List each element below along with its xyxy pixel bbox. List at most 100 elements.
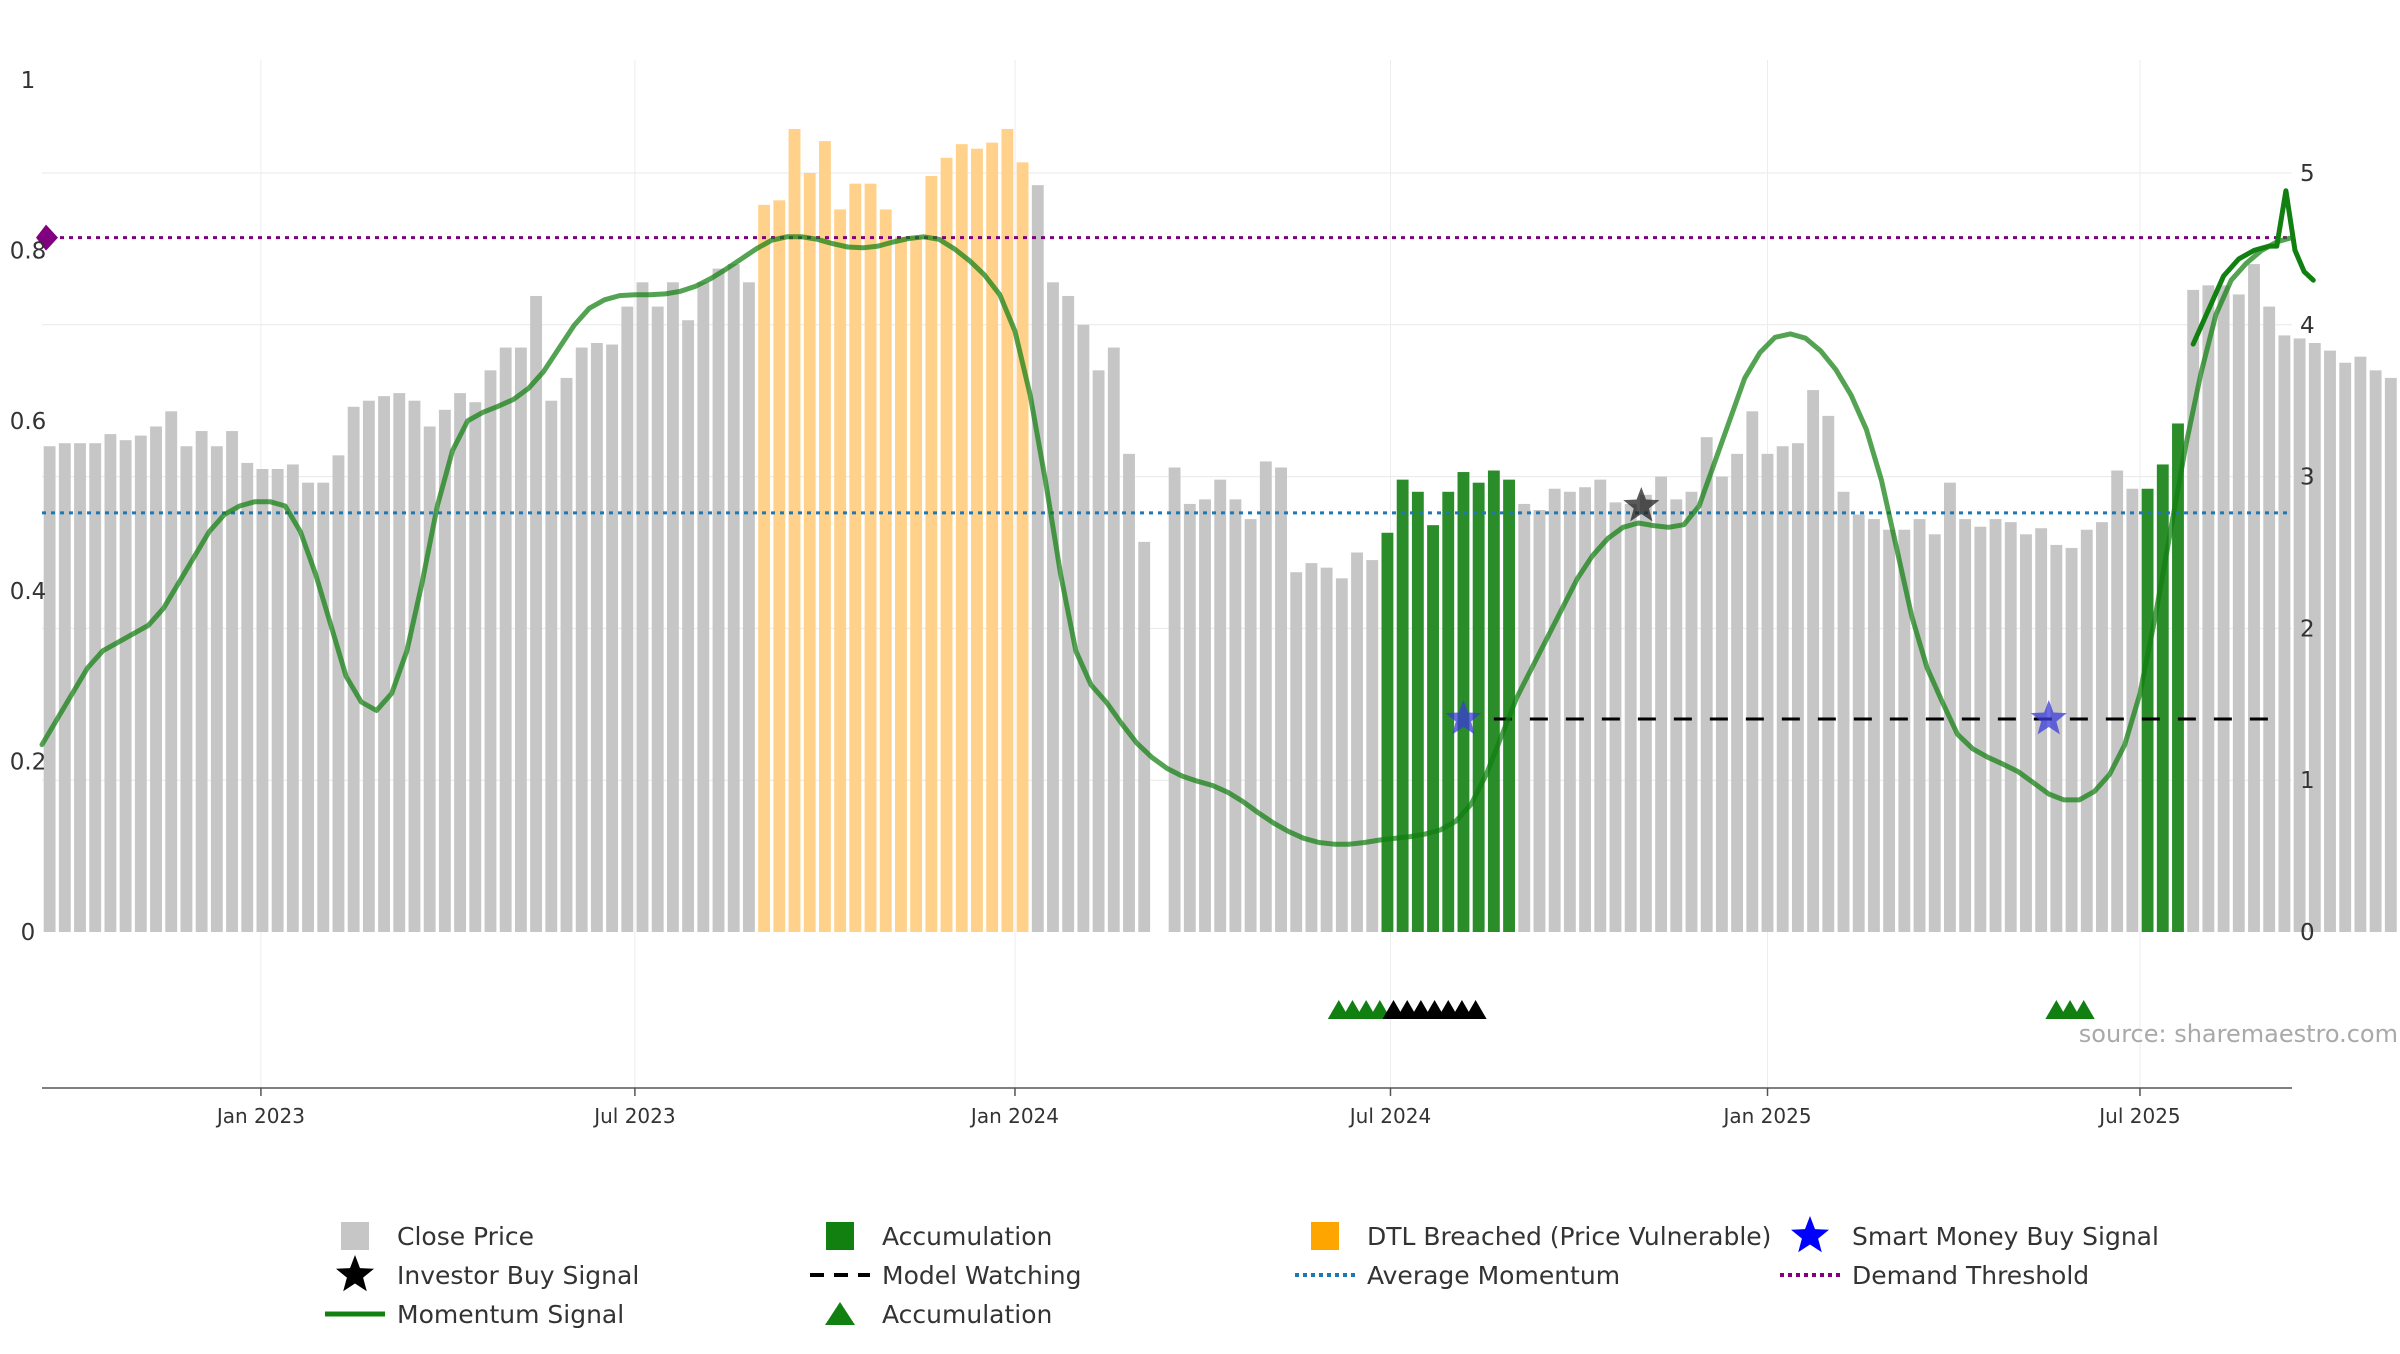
close-price-bar xyxy=(575,347,588,932)
close-price-bar xyxy=(1594,479,1607,932)
close-price-bar xyxy=(2278,335,2291,932)
close-price-bar xyxy=(1609,502,1622,932)
left-axis-tick-label: 0.4 xyxy=(10,579,47,605)
legend-label: Accumulation xyxy=(882,1300,1052,1329)
legend-item: Accumulation xyxy=(825,1300,1052,1329)
x-axis-tick-label: Jan 2024 xyxy=(969,1104,1059,1128)
legend-label: DTL Breached (Price Vulnerable) xyxy=(1367,1222,1771,1251)
close-price-bar xyxy=(1214,479,1227,932)
accumulation-triangle xyxy=(2072,1000,2095,1019)
dtl-breached-bar xyxy=(971,148,983,932)
close-price-bar xyxy=(1320,567,1333,932)
close-price-bar xyxy=(484,370,497,933)
close-price-bar xyxy=(1974,526,1987,932)
close-price-bar xyxy=(590,343,603,932)
close-price-bar xyxy=(2187,289,2200,932)
legend-label: Average Momentum xyxy=(1367,1261,1620,1290)
axes: 0 0.2 0.4 0.6 0.8 1 0 1 2 3 4 5 Jan 2023 Jul 2023 Jan … xyxy=(10,68,2315,1128)
right-axis-tick-label: 4 xyxy=(2300,313,2315,339)
momentum-signal-line xyxy=(39,234,2295,847)
legend-label: Accumulation xyxy=(882,1222,1052,1251)
close-price-bar xyxy=(2065,547,2078,932)
x-axis-tick-label: Jan 2025 xyxy=(1721,1104,1811,1128)
close-price-bar xyxy=(1822,415,1835,932)
legend-label: Demand Threshold xyxy=(1852,1261,2089,1290)
close-price-bar xyxy=(742,282,755,932)
close-price-bar xyxy=(1563,491,1576,932)
close-price-bar xyxy=(1366,560,1379,932)
indicator-lines xyxy=(36,188,2316,847)
close-price-bar xyxy=(2217,285,2230,932)
legend-item: Momentum Signal xyxy=(325,1300,624,1329)
close-price-bar xyxy=(1685,491,1698,932)
dtl-breached-bar xyxy=(758,204,771,933)
legend-item: Model Watching xyxy=(810,1261,1082,1290)
dtl-breached-bar xyxy=(803,173,816,932)
legend-swatch xyxy=(341,1222,369,1250)
close-price-bar xyxy=(74,443,86,932)
close-price-bar xyxy=(2324,350,2336,933)
close-price-bar xyxy=(1183,503,1196,932)
close-price-bar xyxy=(1335,578,1348,932)
left-axis-tick-label: 1 xyxy=(21,68,36,94)
close-price-bar xyxy=(1959,519,1972,932)
close-price-bar xyxy=(1579,487,1592,932)
close-price-bar xyxy=(393,393,406,932)
close-price-bar xyxy=(1533,509,1546,932)
close-price-bar xyxy=(514,347,527,932)
close-price-bar xyxy=(1548,488,1561,932)
close-price-bar xyxy=(2354,356,2367,933)
dtl-breached-bar xyxy=(940,157,953,932)
legend-item: Accumulation xyxy=(826,1222,1052,1251)
dtl-breached-bar xyxy=(819,141,831,932)
close-price-bar xyxy=(438,409,451,933)
close-price-bar xyxy=(134,435,147,932)
close-price-bar xyxy=(271,469,284,932)
close-price-bar xyxy=(1624,503,1637,932)
accumulation-bar xyxy=(1472,482,1485,932)
close-price-bar xyxy=(1852,514,1865,932)
close-price-bar xyxy=(530,295,543,932)
close-price-bar xyxy=(58,443,71,932)
close-price-bar xyxy=(2050,544,2063,932)
close-price-bar xyxy=(499,347,512,932)
close-price-bar xyxy=(454,393,467,932)
accumulation-bar xyxy=(2141,488,2154,932)
accumulation-bar xyxy=(2156,464,2169,932)
legend-label: Close Price xyxy=(397,1222,534,1251)
accumulation-bar xyxy=(1381,532,1394,932)
right-axis-tick-label: 5 xyxy=(2300,161,2315,187)
close-price-bar xyxy=(1077,324,1090,932)
dtl-breached-bar xyxy=(1001,128,1014,932)
close-price-bar xyxy=(2248,264,2260,933)
dtl-breached-bar xyxy=(925,176,938,932)
close-price-bar xyxy=(1655,476,1668,932)
close-price-bar xyxy=(408,400,421,932)
close-price-bar xyxy=(347,406,360,933)
close-price-bar xyxy=(727,264,740,933)
close-price-bar xyxy=(1518,503,1531,932)
dtl-breached-bar xyxy=(849,183,862,933)
x-axis-tick-label: Jan 2023 xyxy=(215,1104,305,1128)
dtl-breached-bar xyxy=(879,209,892,932)
close-price-bar xyxy=(1259,461,1272,932)
accumulation-bar xyxy=(1503,479,1515,932)
demand-threshold-marker xyxy=(36,224,58,251)
x-axis-tick-label: Jul 2023 xyxy=(592,1104,675,1128)
close-price-bar xyxy=(1670,499,1683,932)
close-price-bar xyxy=(1275,467,1287,932)
legend-swatch xyxy=(1791,1216,1829,1253)
close-price-bar xyxy=(2384,377,2397,932)
accumulation-bar xyxy=(1487,470,1500,932)
legend-item: Smart Money Buy Signal xyxy=(1791,1216,2159,1253)
close-price-bar xyxy=(2263,306,2276,933)
close-price-bar xyxy=(621,306,634,933)
dtl-breached-bar xyxy=(910,236,923,933)
close-price-bar xyxy=(1290,572,1303,932)
left-axis-tick-label: 0.6 xyxy=(10,409,47,435)
close-price-bar xyxy=(606,344,619,932)
close-price-bar xyxy=(1107,347,1120,932)
close-price-bar xyxy=(1168,467,1181,932)
investor-buy-star xyxy=(1623,487,1660,522)
